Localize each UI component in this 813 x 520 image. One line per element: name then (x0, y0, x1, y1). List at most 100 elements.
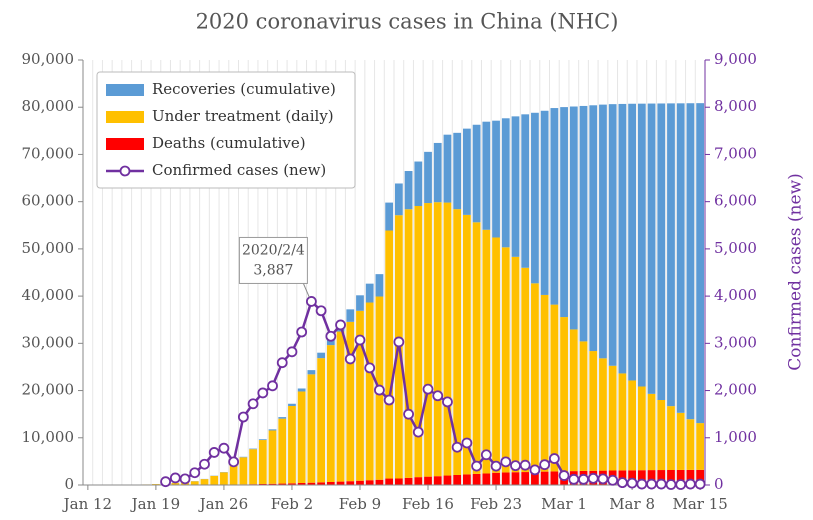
bar-segment (375, 479, 384, 485)
line-point (286, 346, 298, 358)
bar-segment (394, 478, 403, 485)
bar-segment (686, 419, 695, 470)
x-tick-label: Feb 23 (470, 495, 522, 513)
y-tick-label: 10,000 (22, 428, 75, 446)
line-point (451, 441, 463, 453)
bar-segment (667, 470, 675, 485)
y-tick-label: 40,000 (22, 286, 75, 304)
x-tick-label: Jan 19 (130, 495, 180, 513)
bar-segment (579, 341, 588, 471)
line-point (519, 459, 531, 471)
line-point (335, 319, 346, 331)
line-point (296, 326, 308, 338)
line-point (510, 460, 521, 472)
line-point (578, 473, 589, 485)
bar-segment (521, 267, 530, 473)
line-point (179, 473, 191, 485)
bar-segment (414, 206, 423, 478)
annotation-leader (302, 283, 310, 298)
line-point (315, 305, 327, 317)
line-point (432, 390, 444, 402)
bar-segment (667, 406, 675, 471)
x-tick-label: Mar 1 (541, 495, 587, 513)
bar-segment (336, 331, 345, 482)
y2-tick-label: 0 (714, 475, 724, 493)
line-point (383, 394, 395, 406)
bar-segment (171, 483, 180, 485)
x-tick-label: Mar 15 (672, 495, 727, 513)
line-point (646, 478, 657, 490)
bar-segment (404, 209, 413, 478)
bar-segment (637, 103, 646, 387)
line-point (374, 384, 385, 396)
bar-segment (297, 391, 306, 483)
y-tick-label: 80,000 (22, 97, 75, 115)
bar-segment (550, 471, 559, 485)
line-point (305, 296, 317, 307)
bar-segment (365, 283, 374, 303)
bar-segment (433, 142, 442, 203)
line-point (655, 478, 667, 490)
bar-segment (696, 423, 705, 470)
y2-tick-label: 1,000 (714, 428, 757, 446)
bar-segment (336, 481, 345, 485)
bar-segment (667, 103, 675, 407)
bar-segment (453, 209, 462, 475)
bar-segment (307, 370, 316, 375)
legend-swatch (106, 84, 144, 96)
bar-segment (317, 358, 325, 483)
line-point (529, 464, 541, 476)
bar-segment (540, 294, 549, 472)
bar-segment (569, 106, 578, 330)
y2-tick-label: 9,000 (714, 50, 757, 68)
bar-segment (608, 365, 617, 471)
line-point (675, 479, 687, 490)
line-point (587, 472, 599, 484)
legend-label: Recoveries (cumulative) (152, 80, 336, 98)
bar-segment (579, 105, 588, 342)
y2-tick-label: 4,000 (714, 286, 757, 304)
bar-segment (346, 309, 355, 322)
bar-segment (424, 203, 432, 477)
line-point (616, 477, 628, 489)
bar-segment (472, 222, 481, 474)
bar-segment (521, 114, 530, 268)
bar-segment (249, 448, 257, 450)
legend-marker (119, 165, 131, 177)
line-point (597, 473, 609, 485)
bar-segment (492, 237, 500, 473)
bar-segment (346, 321, 355, 482)
bar-segment (288, 403, 296, 406)
line-point (189, 467, 201, 479)
bar-segment (696, 103, 705, 424)
data-label: 3,887 (253, 262, 293, 278)
bar-segment (482, 473, 491, 485)
line-point (276, 357, 288, 369)
bar-segment (531, 112, 539, 284)
bar-segment (589, 105, 598, 352)
bar-segment (540, 471, 549, 485)
bar-segment (599, 104, 607, 359)
line-point (490, 460, 502, 472)
bar-segment (453, 132, 462, 210)
bar-segment (676, 412, 685, 470)
bar-segment (608, 104, 617, 366)
y2-tick-label: 2,000 (714, 381, 757, 399)
bar-segment (647, 393, 656, 471)
x-tick-label: Mar 8 (609, 495, 655, 513)
bar-segment (589, 351, 598, 471)
bar-segment (560, 317, 568, 472)
chart-title: 2020 coronavirus cases in China (NHC) (196, 10, 619, 34)
y2-tick-label: 6,000 (714, 192, 757, 210)
line-point (607, 474, 619, 486)
y2-tick-label: 8,000 (714, 97, 757, 115)
bar-segment (249, 449, 257, 485)
bar-segment (190, 481, 199, 485)
bar-segment (404, 477, 413, 485)
bar-segment (560, 107, 568, 318)
line-point (344, 353, 356, 365)
bar-segment (482, 121, 491, 230)
bar-segment (424, 151, 432, 204)
legend-swatch (106, 138, 144, 150)
x-tick-label: Feb 2 (271, 495, 313, 513)
